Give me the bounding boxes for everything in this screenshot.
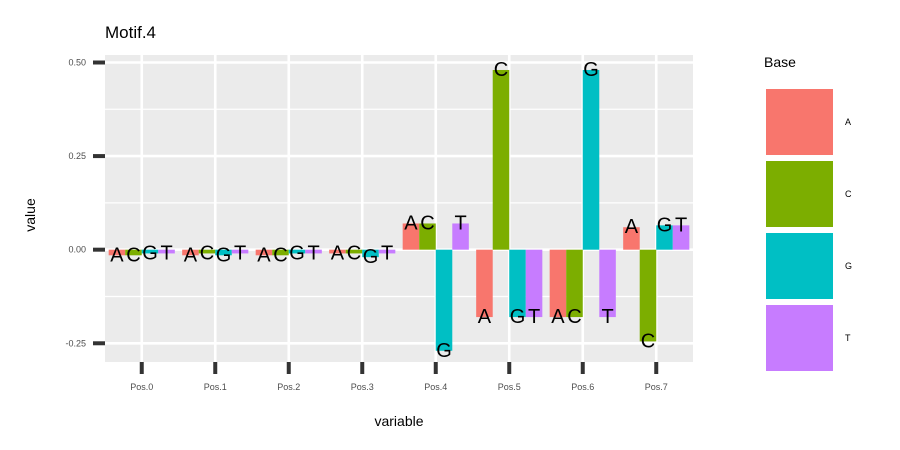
bar-label: G xyxy=(216,244,232,266)
legend-label: T xyxy=(845,333,851,343)
bar-G-Pos.4 xyxy=(435,249,453,351)
bar-label: G xyxy=(583,59,599,81)
bar-label: C xyxy=(273,244,287,266)
x-tick-label: Pos.7 xyxy=(645,382,668,392)
bar-A-Pos.1 xyxy=(182,249,199,256)
x-tick-label: Pos.5 xyxy=(498,382,521,392)
legend-label: G xyxy=(845,261,852,271)
bar-label: T xyxy=(307,242,319,264)
bar-label: A xyxy=(625,216,639,238)
bar-G-Pos.3 xyxy=(362,249,379,258)
bar-A-Pos.5 xyxy=(476,249,493,318)
bar-label: A xyxy=(257,244,271,266)
bar-T-Pos.6 xyxy=(599,249,616,318)
bar-label: G xyxy=(436,340,452,362)
bar-T-Pos.7 xyxy=(672,225,690,250)
bar-label: G xyxy=(142,242,158,264)
bar-label: C xyxy=(200,242,214,264)
bar-C-Pos.2 xyxy=(272,249,289,256)
bar-A-Pos.2 xyxy=(255,249,273,256)
y-tick-label: 0.50 xyxy=(68,57,86,67)
bar-label: T xyxy=(528,306,540,328)
bar-C-Pos.4 xyxy=(419,223,436,250)
bar-label: C xyxy=(641,330,655,352)
bar-G-Pos.7 xyxy=(656,225,673,250)
bar-A-Pos.3 xyxy=(329,249,346,254)
bar-label: T xyxy=(234,242,246,264)
bar-C-Pos.6 xyxy=(566,249,583,318)
y-tick-label: 0.25 xyxy=(68,151,86,161)
bar-label: T xyxy=(675,214,687,236)
bar-A-Pos.0 xyxy=(108,249,126,256)
legend: Base A C G T xyxy=(764,54,852,371)
bar-label: A xyxy=(478,306,492,328)
bar-T-Pos.1 xyxy=(231,249,249,254)
y-tick-label: -0.25 xyxy=(65,338,86,348)
bar-C-Pos.1 xyxy=(198,249,216,254)
x-tick-label: Pos.6 xyxy=(571,382,594,392)
legend-label: A xyxy=(845,117,851,127)
legend-key-C xyxy=(766,161,833,227)
bar-label: T xyxy=(381,242,393,264)
x-tick-label: Pos.0 xyxy=(130,382,153,392)
y-tick-label: 0.00 xyxy=(68,245,86,255)
x-tick-label: Pos.1 xyxy=(204,382,227,392)
legend-key-T xyxy=(766,305,833,371)
legend-key-G xyxy=(766,233,833,299)
bar-label: T xyxy=(160,242,172,264)
bar-T-Pos.0 xyxy=(158,249,175,254)
bar-G-Pos.1 xyxy=(215,249,232,256)
bar-A-Pos.4 xyxy=(402,223,420,250)
bar-label: T xyxy=(454,212,466,234)
bar-label: A xyxy=(184,244,198,266)
bar-T-Pos.2 xyxy=(305,249,322,254)
bar-label: C xyxy=(494,59,508,81)
x-axis: Pos.0 Pos.1 Pos.2 Pos.3 Pos.4 Pos.5 Pos.6 Pos.7 xyxy=(130,362,668,392)
bars xyxy=(108,69,690,351)
x-tick-label: Pos.2 xyxy=(277,382,300,392)
bar-label: G xyxy=(363,246,379,268)
x-tick-label: Pos.4 xyxy=(424,382,447,392)
bar-label: C xyxy=(126,244,140,266)
bar-label: G xyxy=(510,306,526,328)
bar-G-Pos.0 xyxy=(141,249,159,254)
legend-title: Base xyxy=(764,54,796,70)
bar-A-Pos.7 xyxy=(623,227,640,250)
bar-label: A xyxy=(331,242,345,264)
y-axis: 0.50 0.25 0.00 -0.25 xyxy=(65,57,105,348)
bar-label: C xyxy=(567,306,581,328)
bar-label: A xyxy=(551,306,565,328)
x-axis-title: variable xyxy=(374,413,423,429)
x-tick-label: Pos.3 xyxy=(351,382,374,392)
bar-label: C xyxy=(347,242,361,264)
bar-label: T xyxy=(601,306,613,328)
chart-title: Motif.4 xyxy=(105,23,156,42)
bar-C-Pos.0 xyxy=(125,249,142,256)
y-axis-title: value xyxy=(22,198,38,232)
bar-C-Pos.3 xyxy=(345,249,363,254)
bar-T-Pos.3 xyxy=(378,249,396,254)
bar-label: C xyxy=(420,212,434,234)
bar-label: G xyxy=(289,242,305,264)
bar-A-Pos.6 xyxy=(549,249,567,318)
bar-G-Pos.2 xyxy=(288,249,306,254)
bar-label: A xyxy=(110,244,124,266)
bar-G-Pos.6 xyxy=(582,69,600,250)
legend-label: C xyxy=(845,189,852,199)
bar-label: G xyxy=(657,214,673,236)
legend-key-A xyxy=(766,89,833,155)
bar-G-Pos.5 xyxy=(509,249,526,318)
bar-T-Pos.5 xyxy=(525,249,543,318)
bar-label: A xyxy=(404,212,418,234)
bar-C-Pos.7 xyxy=(639,249,657,342)
bar-C-Pos.5 xyxy=(492,69,510,250)
bar-T-Pos.4 xyxy=(452,223,469,250)
